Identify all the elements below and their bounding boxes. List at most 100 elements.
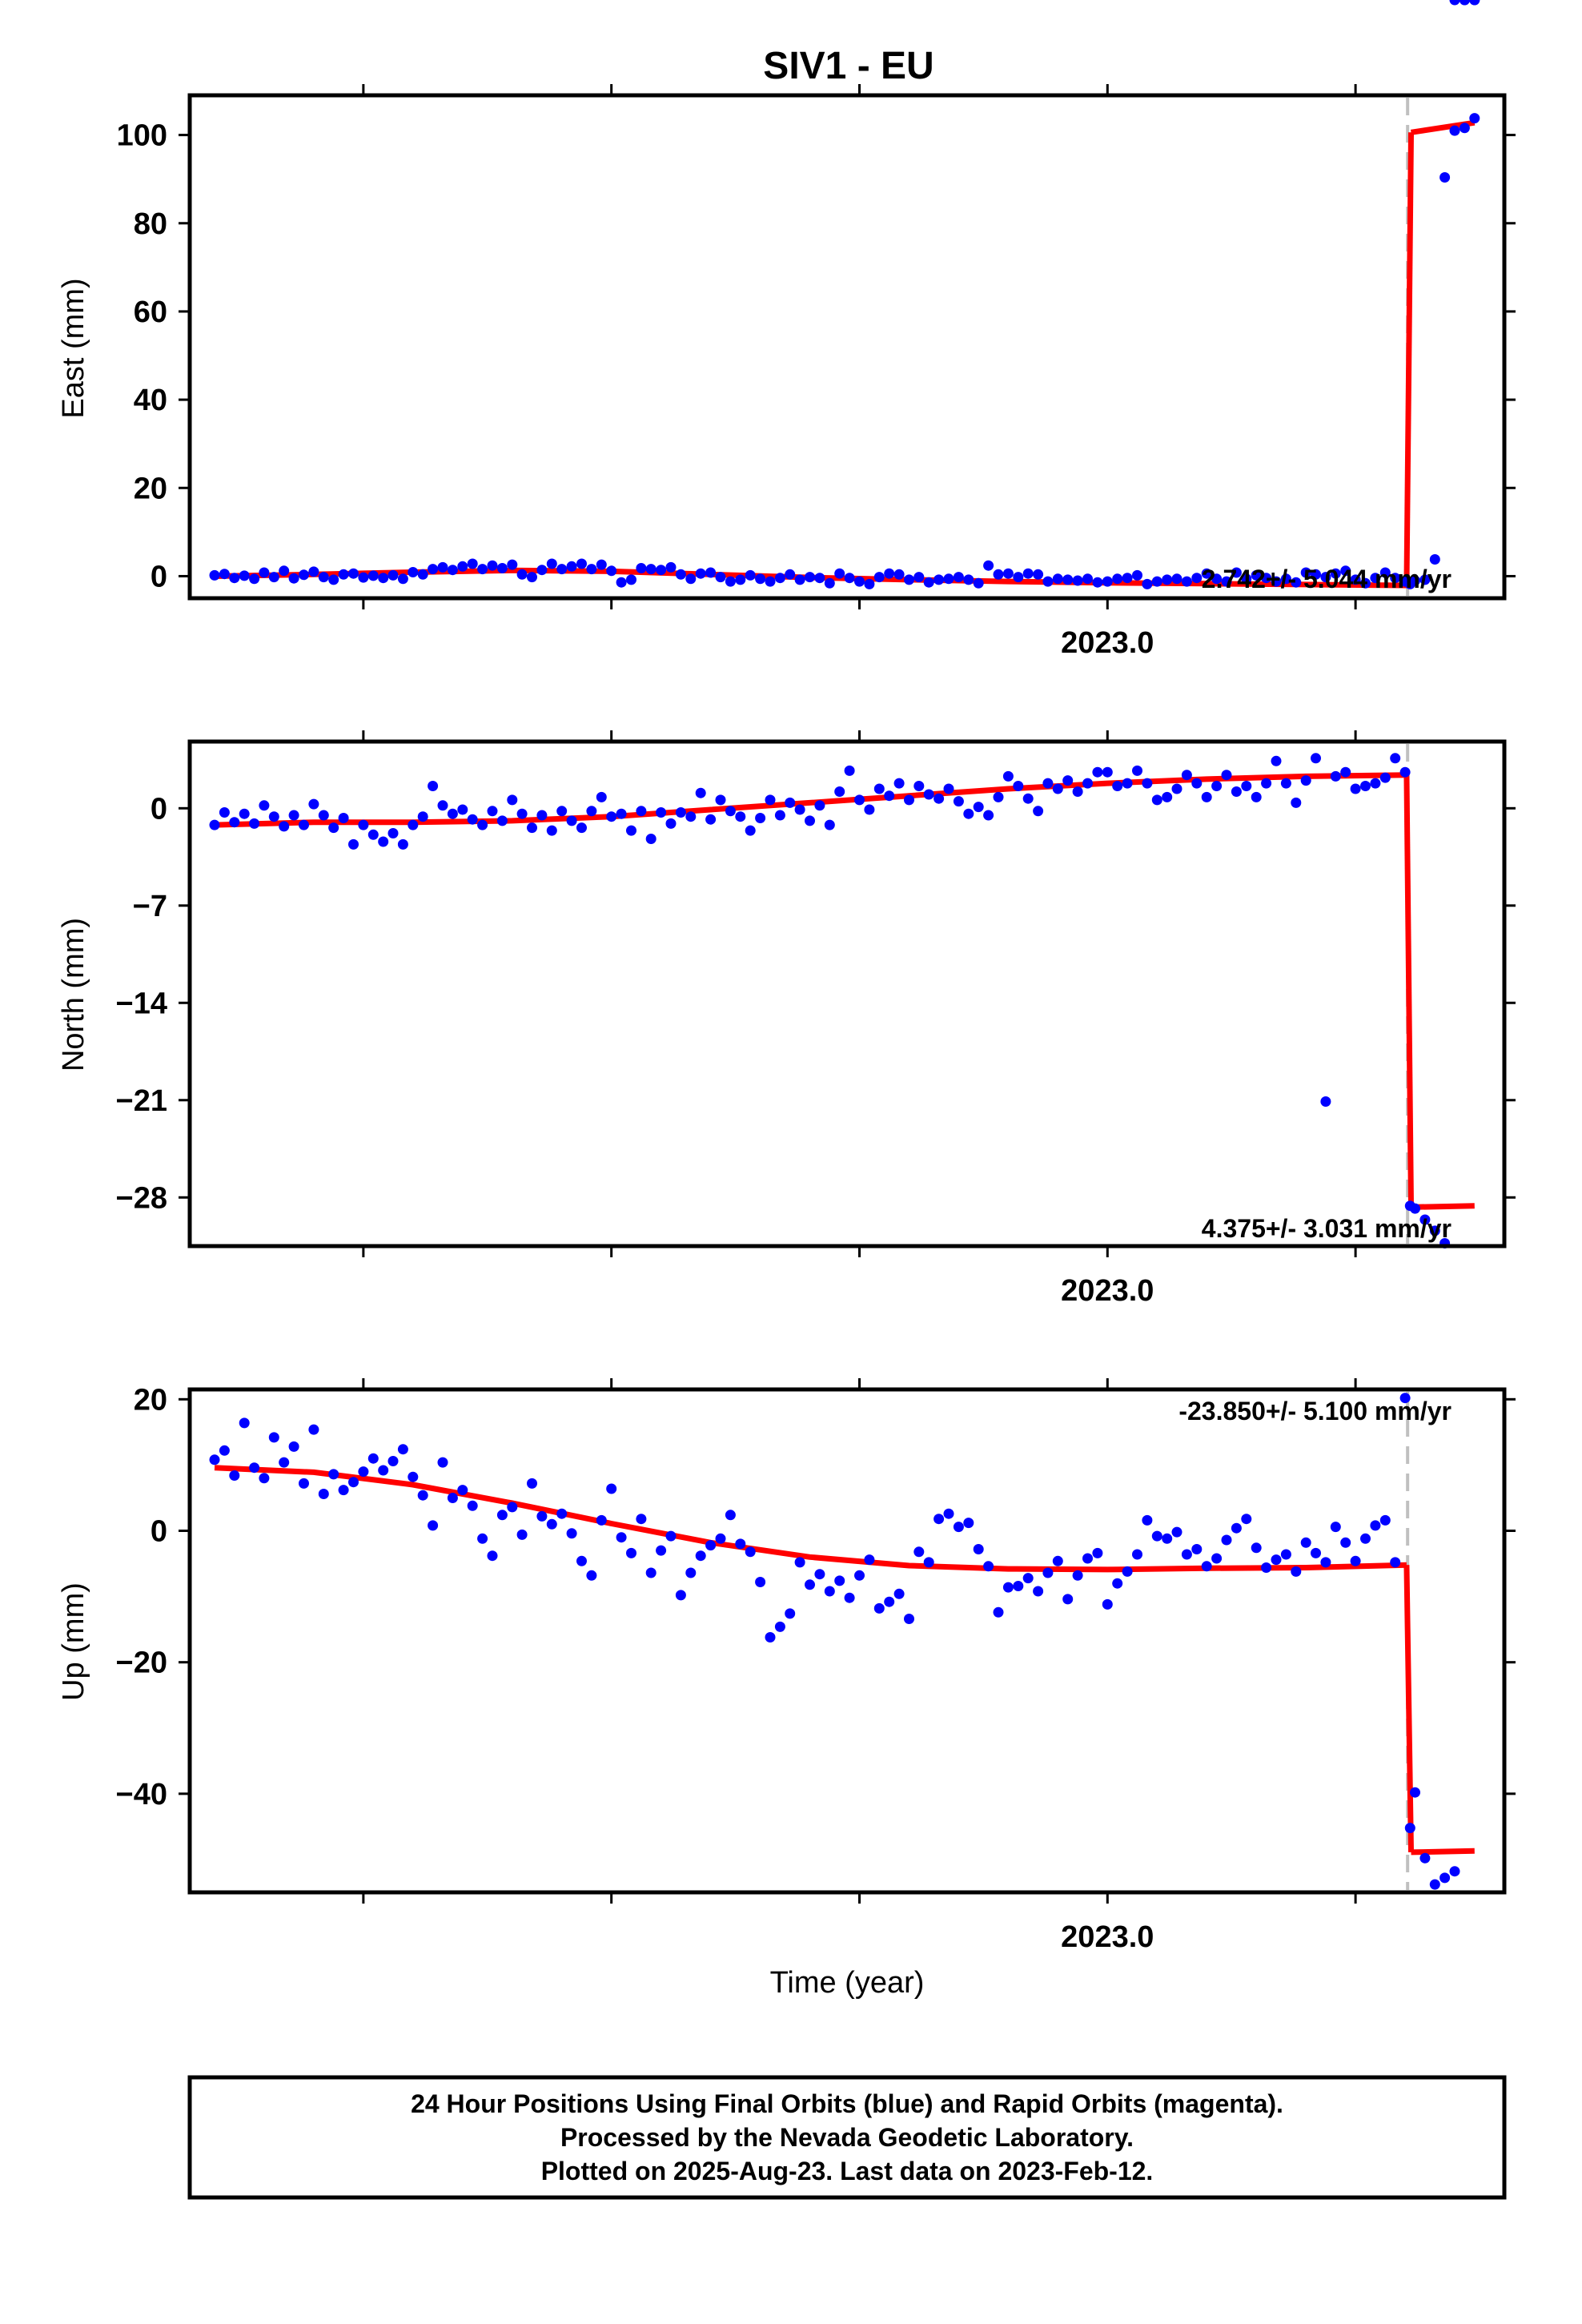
east-data-point bbox=[288, 573, 299, 584]
east-data-point bbox=[447, 565, 458, 576]
up-data-point bbox=[884, 1596, 895, 1607]
north-data-point bbox=[1013, 781, 1024, 791]
up-data-point bbox=[963, 1518, 974, 1529]
up-data-point bbox=[1300, 1537, 1311, 1548]
up-data-point bbox=[834, 1575, 845, 1586]
north-data-point bbox=[259, 800, 270, 811]
north-data-point bbox=[1033, 806, 1044, 817]
north-data-point bbox=[527, 822, 537, 834]
north-data-point bbox=[1251, 791, 1262, 802]
east-data-point bbox=[487, 560, 498, 571]
east-data-point bbox=[814, 573, 825, 584]
east-data-point bbox=[844, 573, 855, 584]
up-data-point bbox=[1013, 1581, 1024, 1591]
east-data-point bbox=[1419, 574, 1431, 585]
north-data-point bbox=[1360, 781, 1371, 791]
north-ytick-label: −14 bbox=[116, 987, 167, 1020]
up-data-point bbox=[1022, 1573, 1034, 1584]
north-data-point bbox=[447, 808, 458, 819]
north-data-point bbox=[397, 838, 408, 850]
up-data-point bbox=[249, 1462, 260, 1474]
east-data-point bbox=[1221, 576, 1232, 587]
up-data-point bbox=[953, 1522, 964, 1533]
east-data-point bbox=[606, 565, 617, 577]
north-data-point bbox=[358, 819, 369, 830]
up-data-point bbox=[527, 1478, 537, 1489]
up-data-point bbox=[1092, 1547, 1103, 1558]
north-data-point bbox=[963, 808, 974, 819]
north-data-point bbox=[1340, 766, 1351, 778]
east-data-point bbox=[923, 577, 934, 588]
east-data-point bbox=[725, 576, 736, 587]
north-data-point bbox=[477, 819, 488, 830]
up-data-point bbox=[904, 1614, 914, 1624]
up-data-point bbox=[507, 1502, 518, 1513]
east-points bbox=[209, 113, 1480, 589]
north-data-point bbox=[1072, 786, 1083, 797]
up-data-point bbox=[1379, 1514, 1391, 1526]
east-data-point bbox=[566, 561, 577, 572]
east-data-point bbox=[367, 570, 379, 581]
east-data-point bbox=[645, 564, 656, 575]
up-data-point bbox=[408, 1471, 419, 1482]
up-data-point bbox=[239, 1417, 250, 1429]
north-points bbox=[209, 0, 1480, 1248]
up-data-point bbox=[983, 1561, 994, 1572]
north-data-point bbox=[209, 819, 220, 830]
up-data-point bbox=[1429, 1879, 1440, 1890]
up-data-point bbox=[685, 1567, 697, 1578]
up-data-point bbox=[675, 1590, 686, 1601]
east-data-point bbox=[417, 569, 428, 580]
up-data-point bbox=[854, 1570, 865, 1581]
up-data-point bbox=[1033, 1586, 1044, 1597]
up-data-point bbox=[794, 1557, 805, 1568]
north-data-point bbox=[675, 807, 686, 818]
east-data-point bbox=[378, 573, 389, 584]
up-data-point bbox=[1404, 1823, 1415, 1834]
north-data-point bbox=[805, 815, 815, 826]
east-data-point bbox=[1449, 125, 1460, 136]
up-data-point bbox=[467, 1500, 478, 1511]
east-ytick-label: 80 bbox=[134, 207, 167, 241]
north-data-point bbox=[765, 794, 776, 806]
up-data-point bbox=[367, 1453, 379, 1464]
east-data-point bbox=[765, 576, 776, 587]
up-data-point bbox=[1280, 1549, 1291, 1560]
up-axis-label: Up (mm) bbox=[57, 1582, 90, 1701]
north-data-point bbox=[1449, 0, 1460, 6]
up-data-point bbox=[745, 1546, 756, 1558]
up-data-point bbox=[1162, 1533, 1173, 1544]
east-data-point bbox=[1142, 578, 1153, 589]
east-data-point bbox=[249, 573, 260, 585]
up-data-point bbox=[934, 1514, 945, 1525]
up-data-point bbox=[1320, 1557, 1331, 1568]
north-data-point bbox=[268, 811, 279, 822]
east-data-point bbox=[943, 573, 954, 585]
north-data-point bbox=[566, 815, 577, 826]
north-data-point bbox=[715, 794, 726, 806]
east-data-point bbox=[904, 574, 914, 585]
up-data-point bbox=[288, 1441, 299, 1452]
north-data-point bbox=[1122, 778, 1133, 789]
east-data-point bbox=[536, 565, 548, 576]
up-data-point bbox=[626, 1547, 636, 1558]
up-data-point bbox=[437, 1457, 448, 1468]
up-data-point bbox=[1241, 1514, 1252, 1525]
up-data-point bbox=[1062, 1594, 1074, 1605]
up-data-point bbox=[864, 1554, 875, 1566]
north-data-point bbox=[338, 813, 349, 823]
east-data-point bbox=[1211, 573, 1223, 585]
east-data-point bbox=[1092, 577, 1103, 588]
up-data-point bbox=[1449, 1866, 1460, 1877]
east-data-point bbox=[805, 572, 815, 583]
footer-frame bbox=[187, 2075, 1507, 2200]
up-data-point bbox=[1142, 1514, 1153, 1526]
north-data-point bbox=[496, 815, 508, 826]
north-panel: North (mm) 0 −7 −14 −21 −28 2023.0 4.375+/- 3… bbox=[57, 0, 1516, 1308]
east-data-point bbox=[1171, 573, 1182, 585]
east-data-point bbox=[358, 572, 369, 583]
east-ytick-label: 100 bbox=[117, 119, 167, 153]
north-data-point bbox=[1181, 770, 1192, 781]
north-data-point bbox=[1052, 783, 1063, 794]
up-data-point bbox=[665, 1530, 677, 1542]
